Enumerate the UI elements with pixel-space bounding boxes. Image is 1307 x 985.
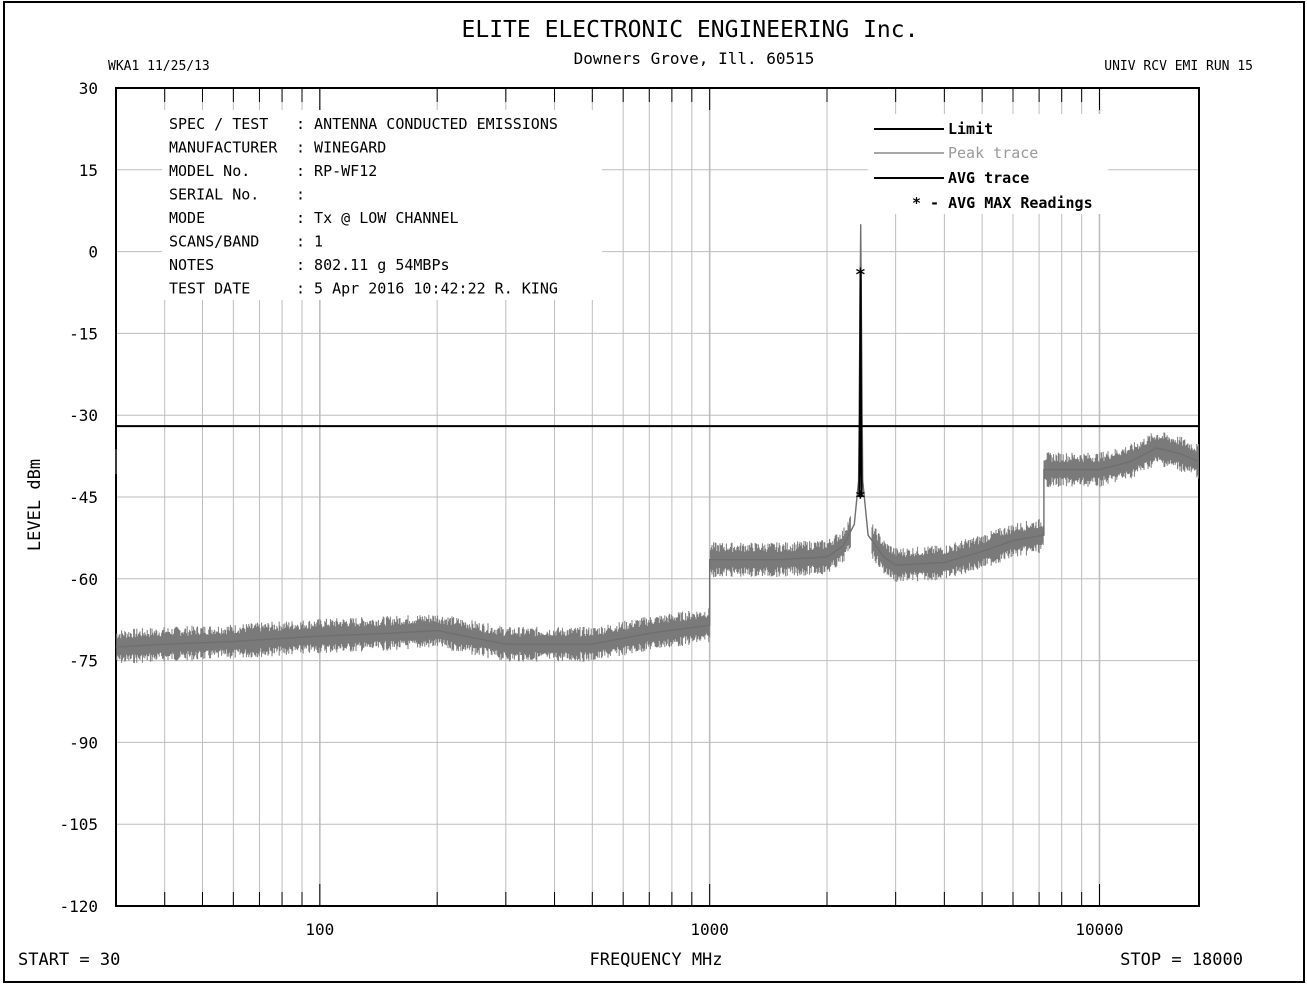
info-key-6: NOTES [169, 256, 214, 274]
y-tick-labels: 30 15 0 -15 -30 -45 -60 -75 -90 -105 -120 [59, 79, 98, 916]
x-tick-labels: 100 1000 10000 [305, 920, 1123, 939]
start-frequency: START = 30 [18, 950, 120, 970]
x-tick-1: 1000 [690, 920, 729, 939]
info-value-1: : WINEGARD [296, 139, 386, 157]
info-value-6: : 802.11 g 54MBPs [296, 256, 450, 274]
header-address: Downers Grove, Ill. 60515 [574, 49, 815, 68]
legend-peak-label: Peak trace [948, 144, 1038, 162]
x-tick-0: 100 [305, 920, 334, 939]
y-tick-5: -45 [69, 488, 98, 507]
y-tick-9: -105 [59, 815, 98, 834]
y-tick-4: -30 [69, 406, 98, 425]
stop-frequency: STOP = 18000 [1120, 950, 1243, 970]
info-value-0: : ANTENNA CONDUCTED EMISSIONS [296, 115, 558, 133]
info-key-2: MODEL No. [169, 162, 250, 180]
info-key-7: TEST DATE [169, 280, 250, 298]
legend-avg-label: AVG trace [948, 169, 1029, 187]
page-border [3, 1, 1305, 983]
info-value-7: : 5 Apr 2016 10:42:22 R. KING [296, 280, 558, 298]
y-axis-label: LEVEL dBm [25, 459, 45, 551]
info-key-3: SERIAL No. [169, 186, 259, 204]
y-tick-10: -120 [59, 897, 98, 916]
peak-trace-noise [115, 432, 1199, 664]
avg-max-marker-0: * [855, 264, 866, 285]
info-key-1: MANUFACTURER [169, 139, 278, 157]
legend-limit-label: Limit [948, 120, 993, 138]
y-tick-7: -75 [69, 652, 98, 671]
legend-backdrop [868, 114, 1108, 214]
y-tick-1: 15 [79, 161, 98, 180]
avg-max-marker-1: * [855, 487, 866, 508]
x-tick-2: 10000 [1075, 920, 1123, 939]
header-title: ELITE ELECTRONIC ENGINEERING Inc. [462, 17, 919, 43]
header-right-code: UNIV RCV EMI RUN 15 [1104, 59, 1253, 74]
info-value-5: : 1 [296, 233, 323, 251]
info-key-0: SPEC / TEST [169, 115, 268, 133]
plot-area [115, 87, 1200, 907]
info-block: SPEC / TEST : ANTENNA CONDUCTED EMISSIONS… [169, 115, 558, 298]
y-tick-2: 0 [88, 243, 98, 262]
y-tick-6: -60 [69, 570, 98, 589]
y-tick-8: -90 [69, 733, 98, 752]
avg-trace [858, 272, 863, 498]
legend: Limit Peak trace AVG trace * - AVG MAX R… [874, 120, 1093, 212]
avg-max-readings: ** [855, 264, 866, 508]
info-key-5: SCANS/BAND [169, 233, 259, 251]
info-key-4: MODE [169, 209, 205, 227]
info-value-4: : Tx @ LOW CHANNEL [296, 209, 459, 227]
info-value-3: : [296, 186, 305, 204]
info-backdrop [162, 110, 602, 300]
header-left-code: WKA1 11/25/13 [108, 59, 210, 74]
y-tick-3: -15 [69, 324, 98, 343]
info-value-2: : RP-WF12 [296, 162, 377, 180]
x-axis-label: FREQUENCY MHz [589, 950, 722, 970]
legend-avgmax-label: * - AVG MAX Readings [912, 194, 1093, 212]
y-tick-0: 30 [79, 79, 98, 98]
